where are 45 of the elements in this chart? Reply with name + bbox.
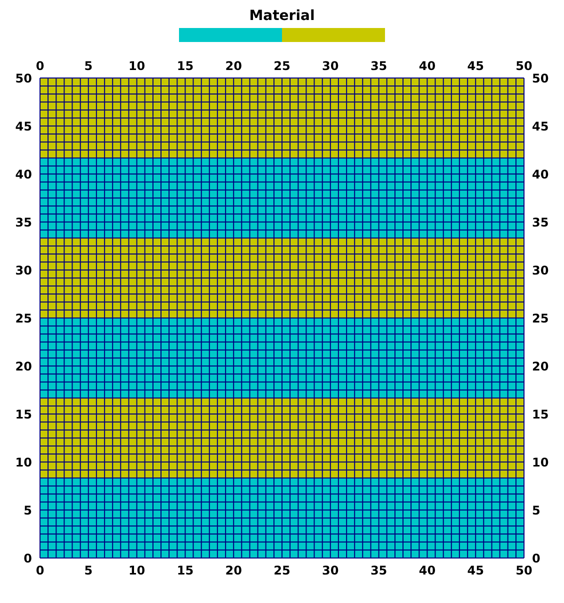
legend-title: Material xyxy=(248,8,316,24)
y2-tick-label: 0 xyxy=(532,551,540,566)
y-tick-label: 40 xyxy=(15,167,32,182)
y2-tick-label: 25 xyxy=(532,311,549,326)
y2-tick-label: 5 xyxy=(532,503,540,518)
y-tick-label: 45 xyxy=(15,119,32,134)
x2-tick-label: 10 xyxy=(128,564,146,578)
y-tick-label: 5 xyxy=(24,503,32,518)
x-tick-label: 35 xyxy=(370,59,388,73)
y2-tick-label: 15 xyxy=(532,407,549,422)
y-tick-label: 35 xyxy=(15,215,32,230)
x2-tick-label: 30 xyxy=(322,564,339,578)
x-tick-label: 50 xyxy=(516,59,532,73)
y2-tick-label: 30 xyxy=(532,263,549,278)
x-tick-label: 10 xyxy=(128,59,146,73)
x-tick-label: 30 xyxy=(322,59,339,73)
x2-tick-label: 15 xyxy=(176,564,194,578)
x-tick-label: 45 xyxy=(467,59,484,73)
y-tick-label: 25 xyxy=(15,311,32,326)
y2-tick-label: 50 xyxy=(532,71,549,86)
x2-tick-label: 0 xyxy=(36,564,44,578)
x2-tick-label: 50 xyxy=(516,564,532,578)
y-tick-label: 30 xyxy=(15,263,32,278)
x-tick-label: 0 xyxy=(36,59,44,73)
y2-tick-label: 20 xyxy=(532,359,549,374)
x-tick-label: 40 xyxy=(418,59,436,73)
x-tick-label: 5 xyxy=(84,59,93,73)
y2-tick-label: 45 xyxy=(532,119,549,134)
y-tick-label: 10 xyxy=(15,455,32,470)
y-tick-label: 50 xyxy=(15,71,32,86)
x2-tick-label: 20 xyxy=(225,564,242,578)
x-tick-label: 20 xyxy=(225,59,242,73)
x2-tick-label: 35 xyxy=(370,564,388,578)
x-tick-label: 25 xyxy=(274,59,290,73)
x2-tick-label: 40 xyxy=(418,564,436,578)
y-tick-label: 0 xyxy=(24,551,32,566)
y-tick-label: 20 xyxy=(15,359,32,374)
y2-tick-label: 40 xyxy=(532,167,549,182)
y-tick-label: 15 xyxy=(15,407,32,422)
x2-tick-label: 25 xyxy=(274,564,290,578)
x2-tick-label: 5 xyxy=(84,564,93,578)
y2-tick-label: 10 xyxy=(532,455,549,470)
y2-tick-label: 35 xyxy=(532,215,549,230)
x2-tick-label: 45 xyxy=(467,564,484,578)
x-tick-label: 15 xyxy=(176,59,194,73)
